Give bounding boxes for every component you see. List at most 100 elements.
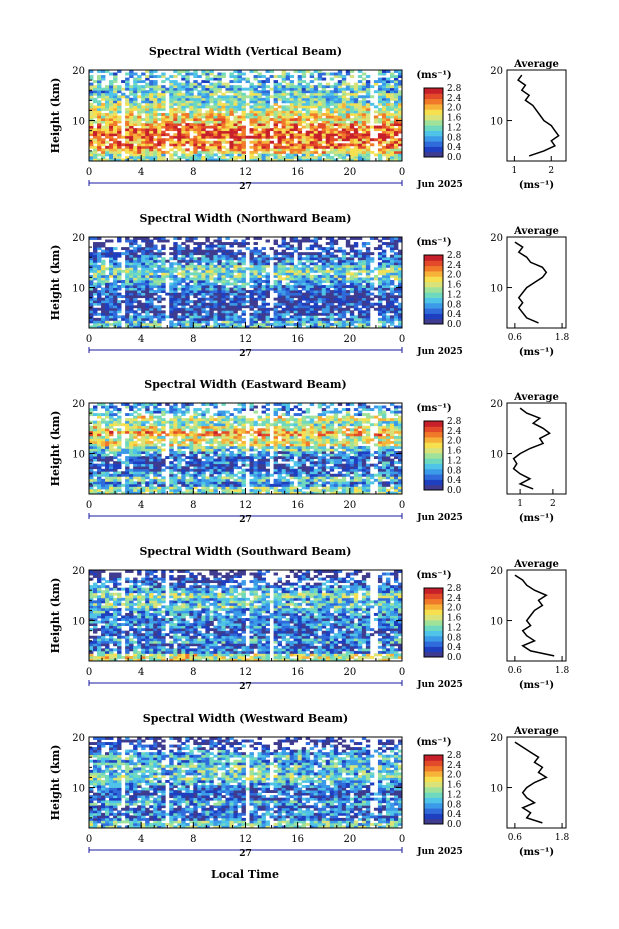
heatmap-cell <box>113 307 118 311</box>
heatmap-cell <box>197 153 202 157</box>
heatmap-cell <box>101 158 106 162</box>
heatmap-cell <box>169 325 174 329</box>
heatmap-cell <box>205 322 210 326</box>
heatmap-cell <box>325 158 331 162</box>
heatmap-cell <box>317 267 323 271</box>
heatmap-cell <box>205 75 210 78</box>
heatmap-cell <box>317 269 323 273</box>
heatmap-cell <box>133 80 138 84</box>
heatmap-cell <box>161 107 166 111</box>
heatmap-cell <box>237 115 242 119</box>
heatmap-cell <box>225 310 230 314</box>
heatmap-cell <box>173 310 178 314</box>
heatmap-cell <box>213 272 218 276</box>
heatmap-cell <box>329 145 335 149</box>
heatmap-cell <box>289 92 295 96</box>
heatmap-cell <box>281 140 287 144</box>
heatmap-cell <box>313 307 319 311</box>
heatmap-cell <box>325 135 331 139</box>
heatmap-cell <box>285 312 291 316</box>
heatmap-cell <box>105 247 110 251</box>
heatmap-cell <box>133 140 138 144</box>
heatmap-cell <box>237 135 242 139</box>
heatmap-cell <box>253 125 258 129</box>
heatmap-cell <box>113 292 118 296</box>
heatmap-cell <box>169 282 174 286</box>
heatmap-cell <box>121 282 126 286</box>
heatmap-cell <box>169 252 174 256</box>
heatmap-cell <box>337 153 343 157</box>
heatmap-cell <box>285 310 291 314</box>
heatmap-cell <box>381 125 387 129</box>
heatmap-cell <box>269 483 274 487</box>
heatmap-cell <box>149 257 154 261</box>
heatmap-cell <box>261 307 266 311</box>
heatmap-cell <box>141 247 146 251</box>
heatmap-cell <box>385 80 391 84</box>
heatmap-cell <box>109 100 114 104</box>
heatmap-cell <box>205 259 210 263</box>
heatmap-cell <box>281 112 287 116</box>
heatmap-cell <box>181 97 186 101</box>
heatmap-cell <box>177 105 182 109</box>
heatmap-cell <box>349 259 355 263</box>
heatmap-cell <box>137 486 142 490</box>
heatmap-cell <box>333 483 339 487</box>
heatmap-cell <box>189 125 194 129</box>
heatmap-cell <box>181 85 186 89</box>
heatmap-cell <box>205 297 210 301</box>
heatmap-cell <box>157 155 162 159</box>
heatmap-cell <box>381 272 387 276</box>
heatmap-cell <box>141 269 146 273</box>
heatmap-cell <box>209 148 214 152</box>
heatmap-cell <box>289 315 295 319</box>
heatmap-cell <box>357 110 363 114</box>
heatmap-cell <box>249 279 254 283</box>
heatmap-cell <box>145 125 150 129</box>
heatmap-cell <box>261 125 266 129</box>
heatmap-cell <box>297 77 303 81</box>
heatmap-cell <box>89 491 94 495</box>
heatmap-cell <box>101 150 106 154</box>
heatmap-cell <box>349 128 355 132</box>
heatmap-cell <box>229 123 234 127</box>
heatmap-cell <box>281 90 287 94</box>
heatmap-cell <box>209 285 214 288</box>
heatmap-cell <box>125 72 130 76</box>
heatmap-cell <box>325 85 331 89</box>
heatmap-cell <box>209 72 214 76</box>
heatmap-cell <box>185 259 190 263</box>
heatmap-cell <box>301 277 307 281</box>
heatmap-cell <box>333 267 339 271</box>
heatmap-cell <box>129 282 134 286</box>
heatmap-cell <box>157 148 162 152</box>
heatmap-cell <box>109 120 114 124</box>
heatmap-cell <box>221 262 226 266</box>
heatmap-cell <box>329 486 335 490</box>
heatmap-cell <box>145 322 150 326</box>
heatmap-cell <box>293 247 299 251</box>
heatmap-cell <box>125 297 130 301</box>
heatmap-cell <box>321 102 327 106</box>
heatmap-cell <box>105 483 110 487</box>
heatmap-cell <box>361 85 367 89</box>
heatmap-cell <box>325 155 331 159</box>
heatmap-cell <box>149 102 154 106</box>
heatmap-cell <box>237 295 242 299</box>
heatmap-cell <box>361 102 367 106</box>
heatmap-cell <box>361 320 367 324</box>
heatmap-cell <box>209 254 214 258</box>
heatmap-cell <box>249 158 254 162</box>
heatmap-cell <box>197 322 202 326</box>
heatmap-cell <box>277 92 283 96</box>
heatmap-cell <box>153 310 158 314</box>
heatmap-cell <box>293 274 299 278</box>
avg-x-tick-label: 1.8 <box>555 333 570 343</box>
heatmap-cell <box>205 257 210 261</box>
heatmap-cell <box>253 285 258 288</box>
heatmap-cell <box>113 105 118 109</box>
heatmap-cell <box>249 305 254 309</box>
heatmap-cell <box>89 158 94 162</box>
heatmap-cell <box>261 107 266 111</box>
heatmap-cell <box>225 120 230 124</box>
